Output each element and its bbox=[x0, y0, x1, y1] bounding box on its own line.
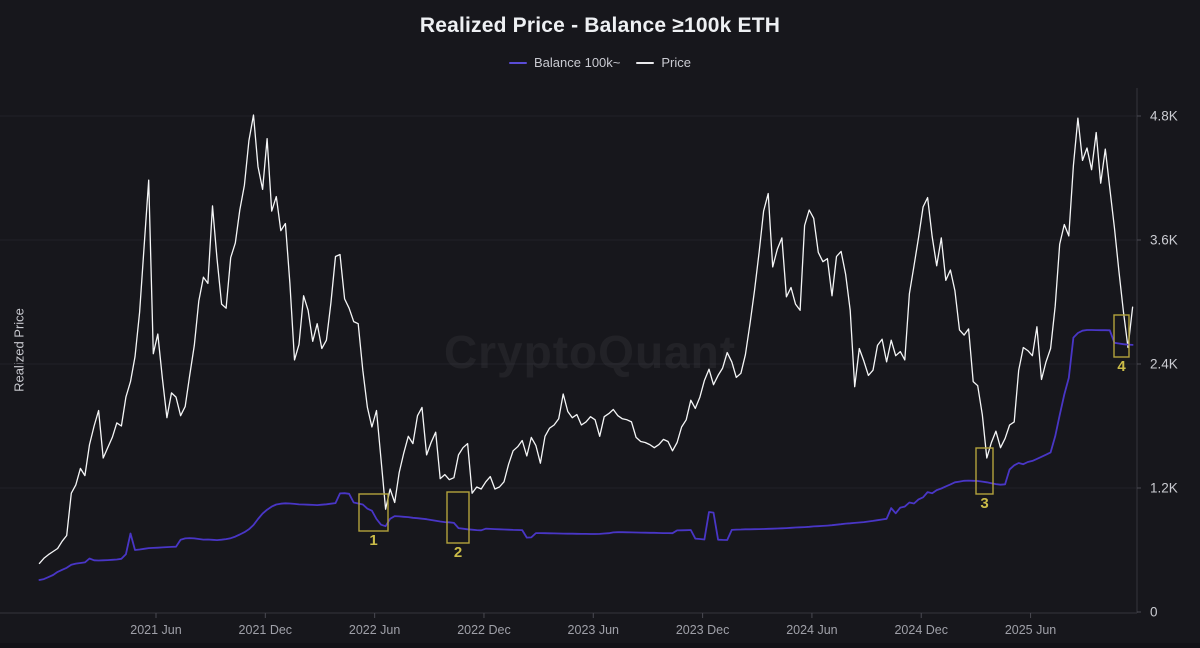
annotation-label: 3 bbox=[980, 495, 988, 512]
x-tick-label: 2021 Jun bbox=[130, 623, 181, 637]
legend-label-balance: Balance 100k~ bbox=[534, 55, 621, 70]
y-tick-label: 4.8K bbox=[1150, 109, 1178, 124]
legend-line-swatch-balance bbox=[509, 61, 527, 64]
x-tick-label: 2022 Jun bbox=[349, 623, 400, 637]
chart-title: Realized Price - Balance ≥100k ETH bbox=[419, 14, 781, 37]
annotation-label: 1 bbox=[369, 532, 377, 549]
annotation-label: 2 bbox=[454, 544, 462, 561]
legend: Balance 100k~ Price bbox=[0, 55, 1200, 70]
x-tick-label: 2022 Dec bbox=[457, 623, 511, 637]
annotation-box bbox=[975, 447, 994, 495]
legend-line-swatch-price bbox=[636, 61, 655, 64]
annotation-label: 4 bbox=[1117, 358, 1126, 375]
x-tick-label: 2024 Jun bbox=[786, 623, 837, 637]
legend-label-price: Price bbox=[661, 55, 691, 70]
x-tick-label: 2024 Dec bbox=[894, 623, 948, 637]
y-tick-label: 0 bbox=[1150, 605, 1158, 620]
y-tick-label: 3.6K bbox=[1150, 233, 1178, 248]
annotation-box bbox=[358, 493, 389, 532]
watermark: CryptoQuant bbox=[444, 326, 736, 378]
x-tick-label: 2023 Dec bbox=[676, 623, 730, 637]
series-line-balance-100k bbox=[38, 329, 1134, 581]
x-tick-label: 2021 Dec bbox=[239, 623, 293, 637]
legend-item-price[interactable]: Price bbox=[636, 55, 691, 70]
bottom-edge-band bbox=[0, 643, 1200, 648]
y-tick-label: 2.4K bbox=[1150, 357, 1178, 372]
annotation-box bbox=[446, 491, 470, 544]
x-tick-label: 2025 Jun bbox=[1005, 623, 1056, 637]
series-line-price bbox=[38, 114, 1134, 565]
annotation-box bbox=[1113, 314, 1130, 358]
legend-item-balance-100k[interactable]: Balance 100k~ bbox=[509, 55, 620, 70]
y-tick-label: 1.2K bbox=[1150, 481, 1178, 496]
x-tick-label: 2023 Jun bbox=[568, 623, 619, 637]
